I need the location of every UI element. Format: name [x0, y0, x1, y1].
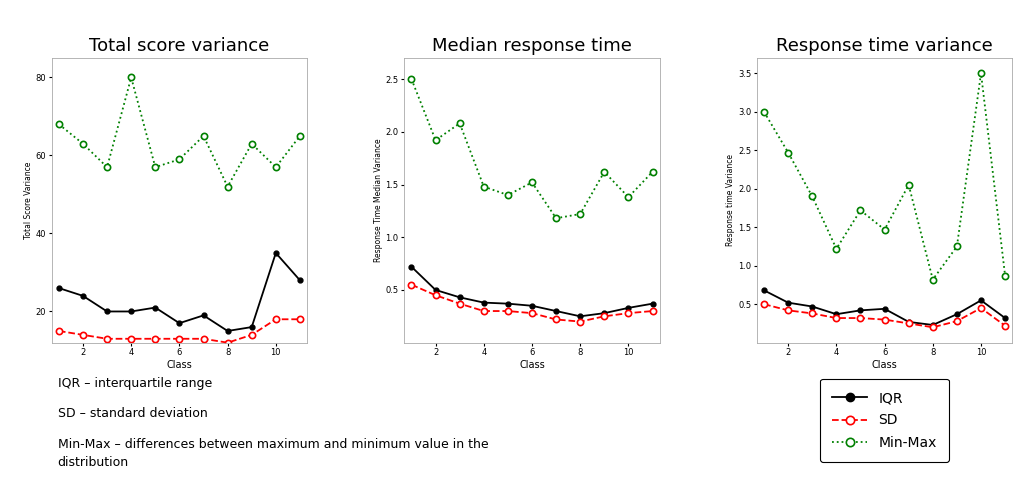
Text: IQR – interquartile range: IQR – interquartile range [58, 377, 212, 390]
Legend: IQR, SD, Min-Max: IQR, SD, Min-Max [820, 379, 949, 462]
Y-axis label: Response Time Median Variance: Response Time Median Variance [374, 139, 383, 262]
Text: Min-Max – differences between maximum and minimum value in the
distribution: Min-Max – differences between maximum an… [58, 438, 489, 469]
Title: Total score variance: Total score variance [89, 37, 270, 55]
X-axis label: Class: Class [166, 360, 192, 370]
Title: Response time variance: Response time variance [776, 37, 993, 55]
Y-axis label: Response time Variance: Response time Variance [726, 154, 735, 246]
Text: SD – standard deviation: SD – standard deviation [58, 407, 208, 420]
Title: Median response time: Median response time [432, 37, 632, 55]
Y-axis label: Total Score Variance: Total Score Variance [24, 162, 33, 239]
X-axis label: Class: Class [872, 360, 898, 370]
X-axis label: Class: Class [520, 360, 544, 370]
